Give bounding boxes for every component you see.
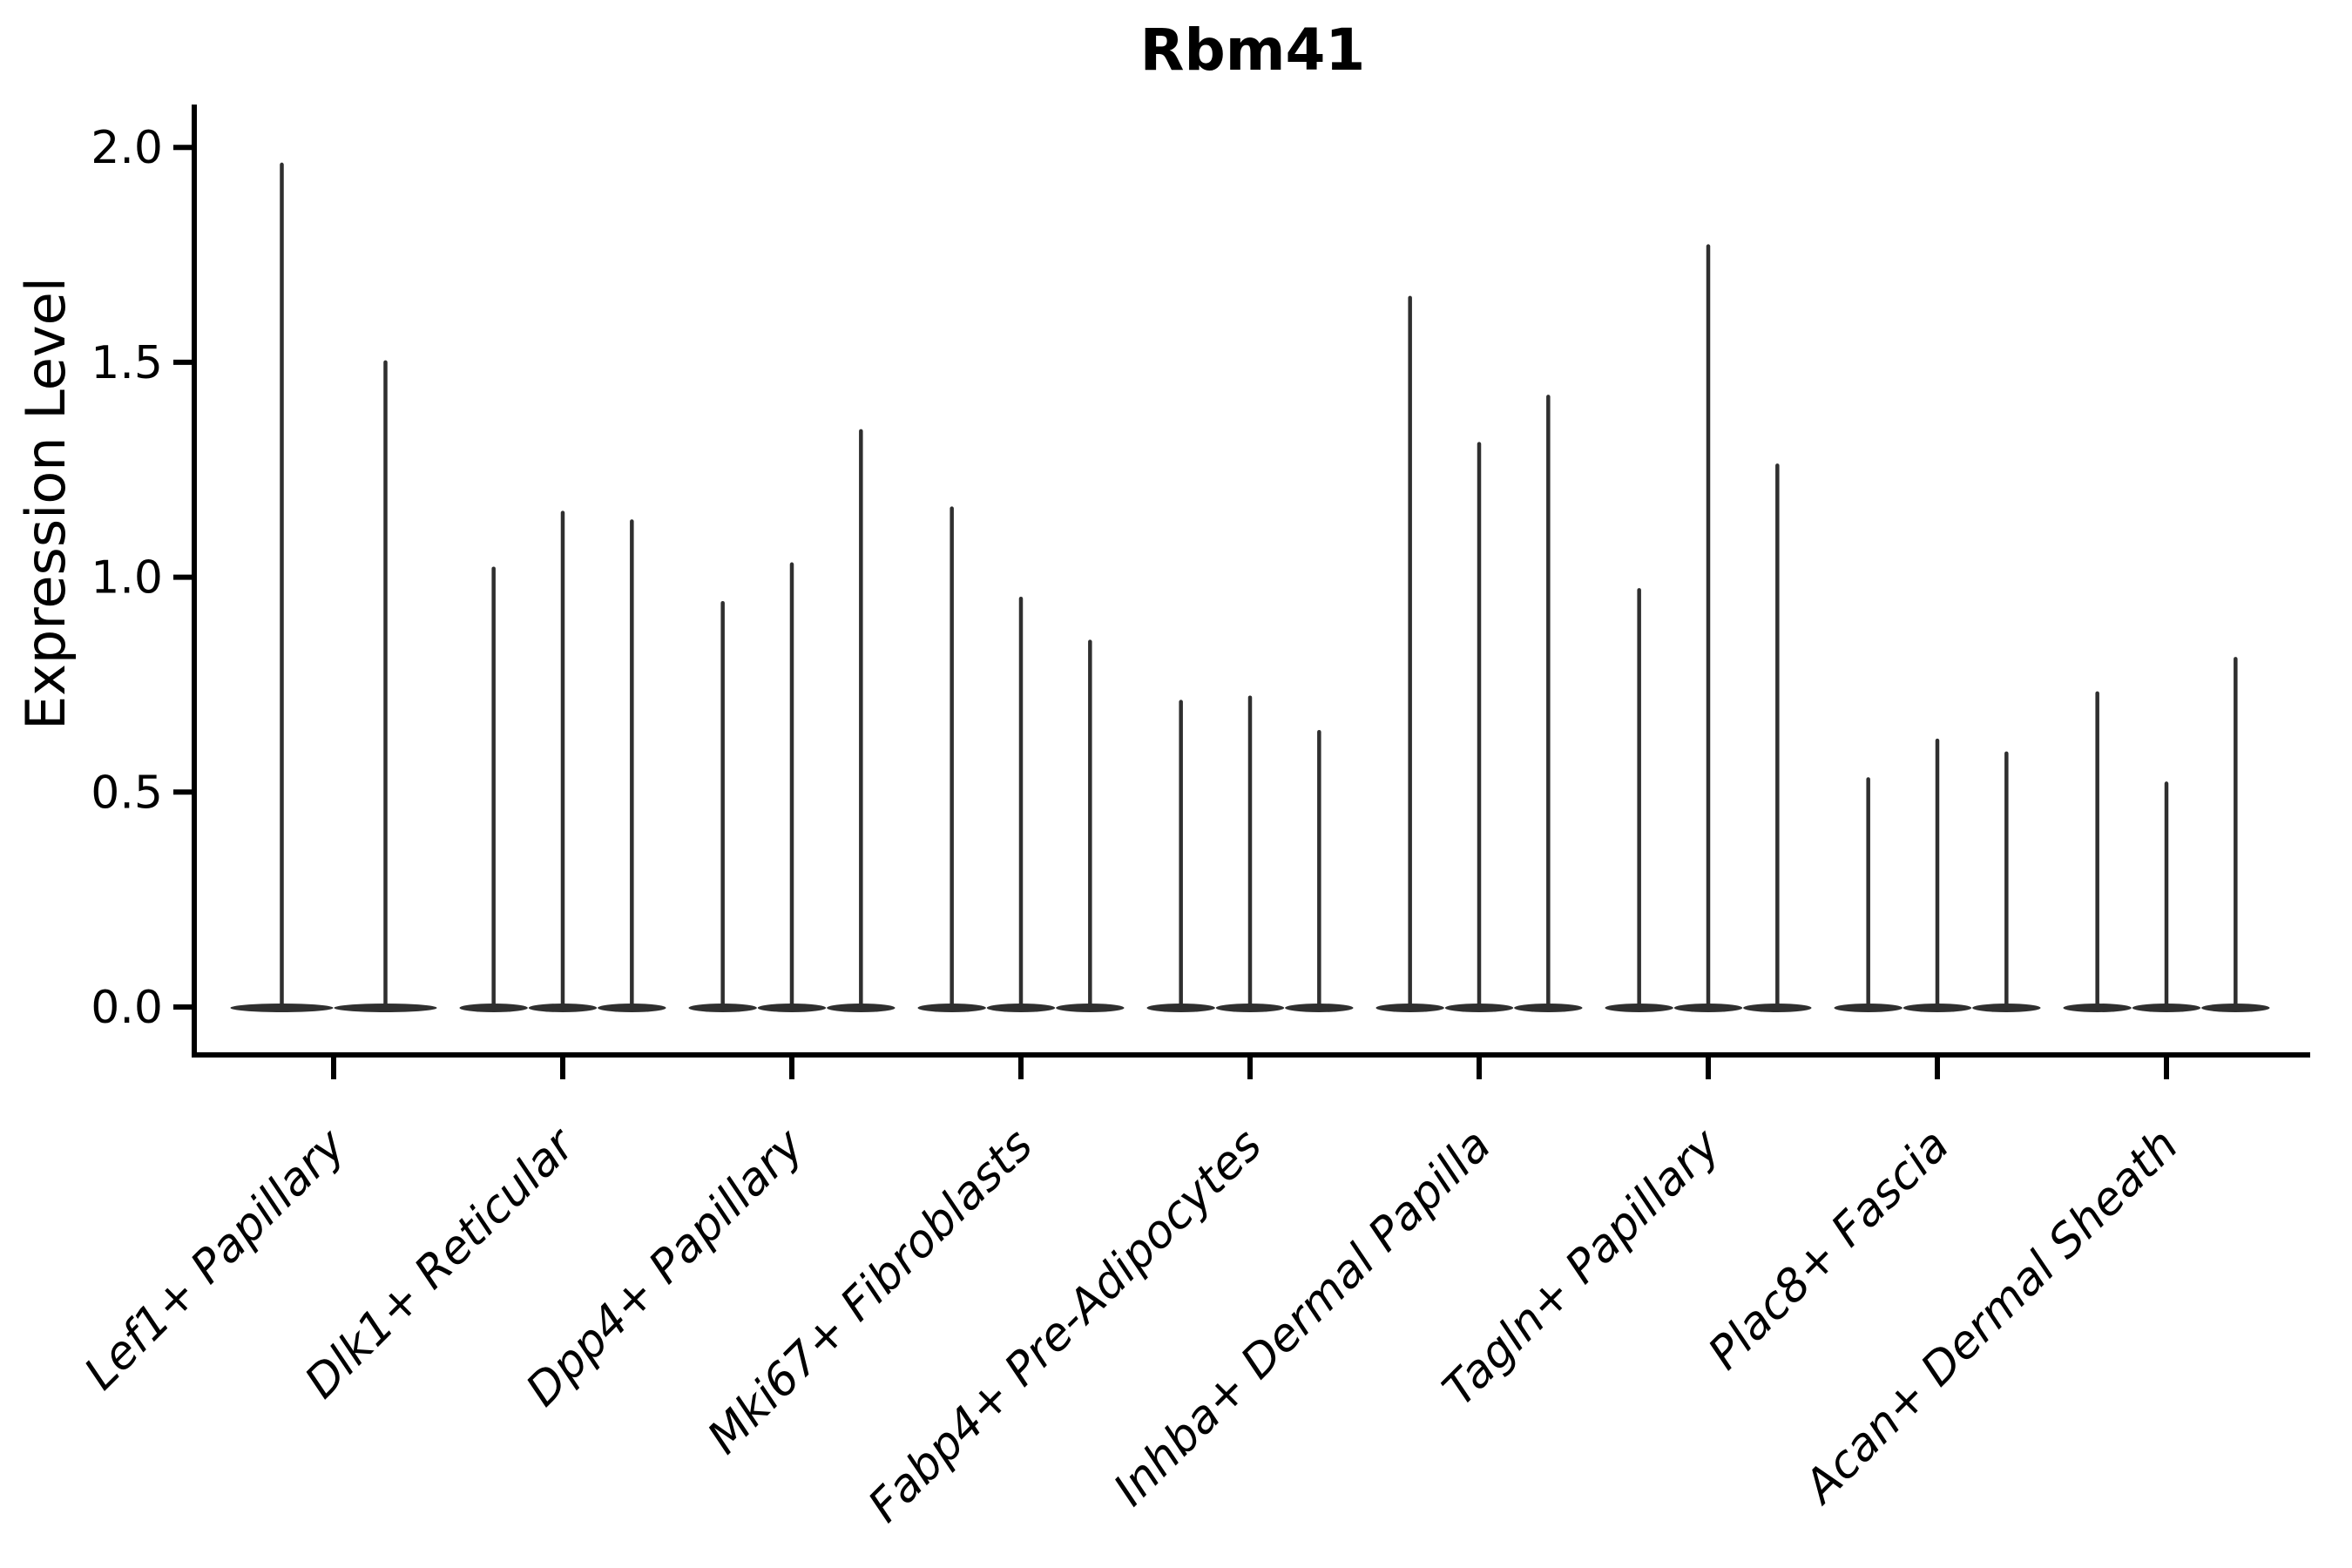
violin-base [459,1004,528,1012]
axes: 0.0 0.5 1.0 1.5 2.0 [91,105,2310,1058]
violin-group [2063,657,2270,1012]
y-tick-label: 0.5 [91,767,163,819]
violin-group [1834,738,2041,1012]
violin-base [1375,1004,1444,1012]
violin-base [1972,1004,2041,1012]
violin-base [2063,1004,2132,1012]
violin-base [757,1004,827,1012]
violin-base [1056,1004,1125,1012]
y-axis-title: Expression Level [14,277,78,730]
violin-base [528,1004,598,1012]
violin-group [1375,295,1583,1012]
violin-group [688,429,896,1012]
y-tick-label: 2.0 [91,122,163,174]
violins-layer [230,162,2270,1012]
violin-base [2201,1004,2270,1012]
x-tick-label: Plac8+ Fascia [1699,1119,1959,1380]
violin-base [1673,1004,1743,1012]
violin-base [1834,1004,1903,1012]
plot-title: Rbm41 [1140,17,1366,84]
violin-base [2132,1004,2201,1012]
violin-base [1285,1004,1354,1012]
x-tick-label: Inhba+ Dermal Papilla [1104,1119,1501,1517]
violin-base [1605,1004,1673,1012]
violin-base [230,1004,334,1012]
violin-group [1605,244,1812,1012]
x-tick-label: Fabp4+ Pre-Adipocytes [859,1119,1273,1533]
violin-base [334,1004,437,1012]
violin-group [459,510,666,1012]
violin-base [1444,1004,1514,1012]
violin-base [1146,1004,1215,1012]
violin-group [230,162,437,1012]
violin-base [827,1004,896,1012]
y-tick-label: 1.0 [91,552,163,605]
x-tick-label: Acan+ Dermal Sheath [1793,1119,2188,1515]
violin-base [917,1004,986,1012]
violin-group [917,506,1125,1012]
violin-base [1743,1004,1812,1012]
violin-base [986,1004,1056,1012]
y-tick-label: 0.0 [91,982,163,1034]
violin-base [1514,1004,1583,1012]
violin-base [1903,1004,1972,1012]
violin-base [1215,1004,1285,1012]
violin-base [688,1004,757,1012]
violin-group [1146,695,1354,1012]
violin-base [598,1004,666,1012]
y-tick-label: 1.5 [91,337,163,389]
